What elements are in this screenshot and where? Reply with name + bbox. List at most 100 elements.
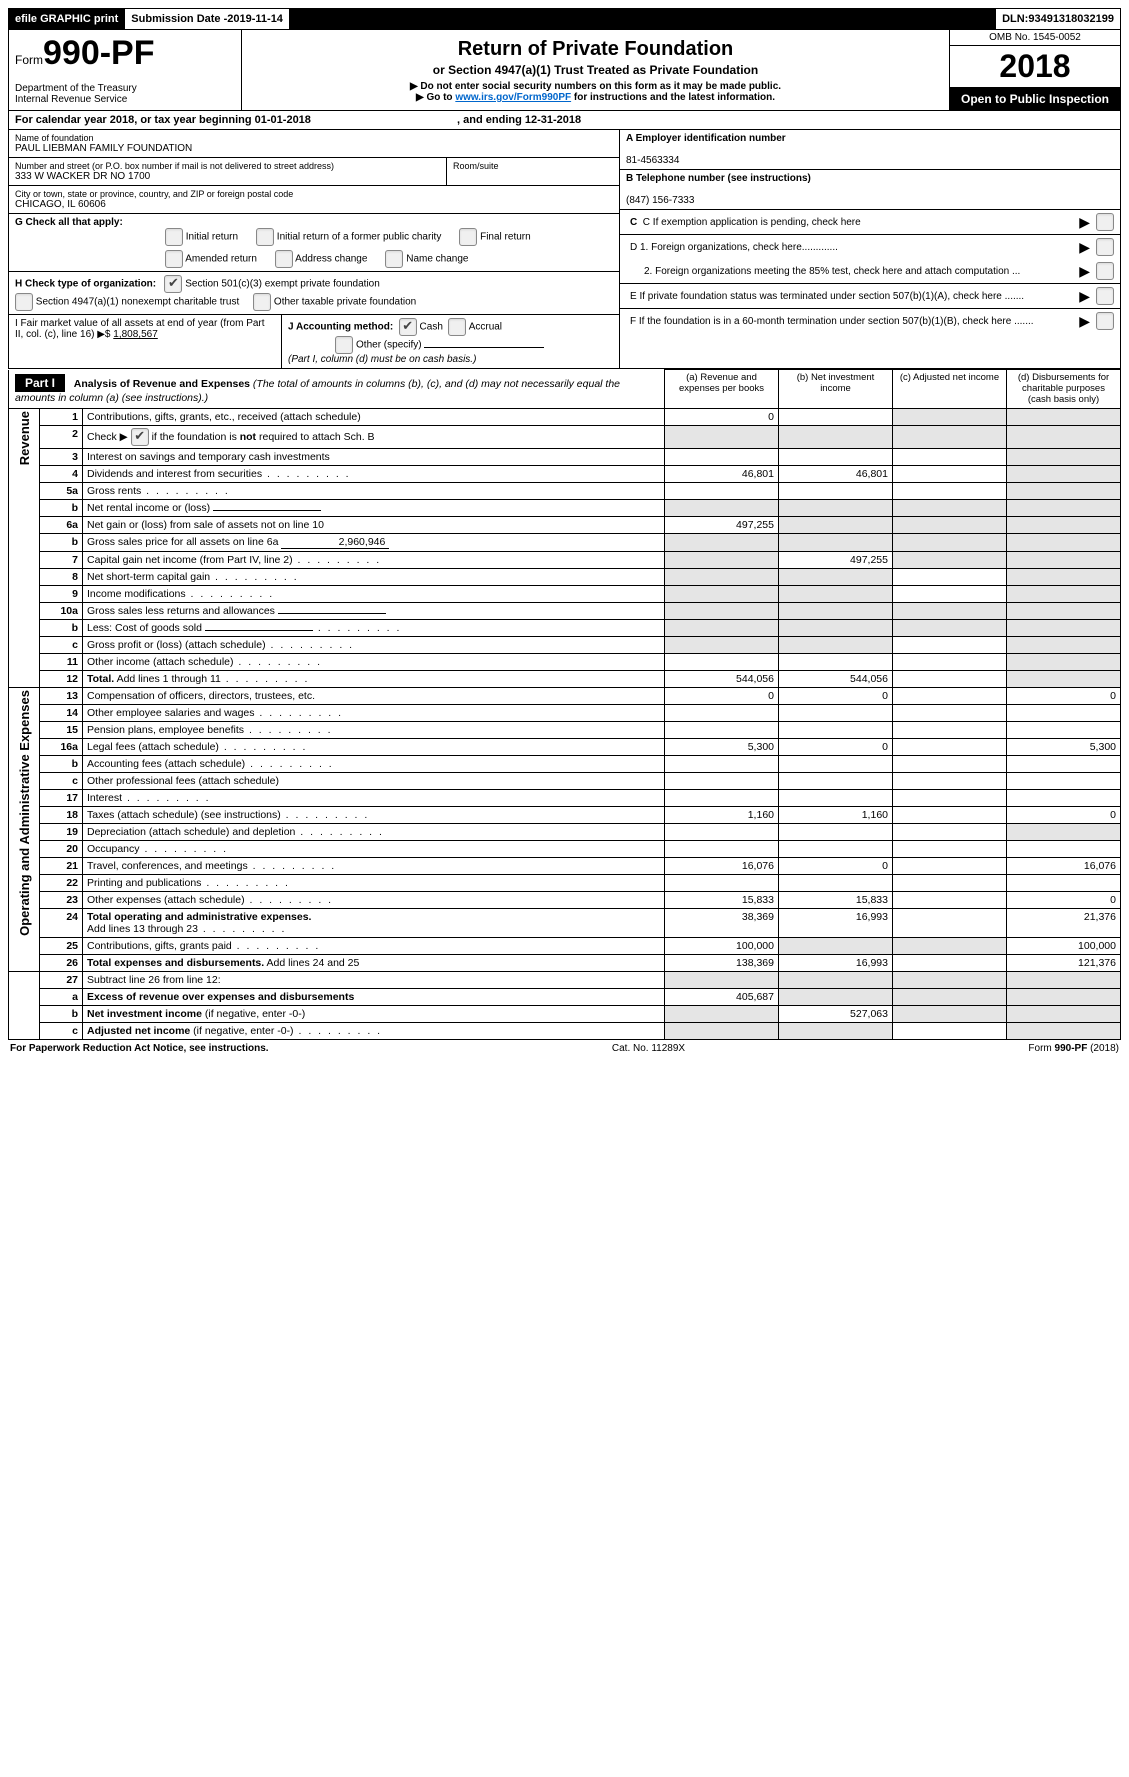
checkbox-other-method[interactable] xyxy=(335,336,353,354)
line-description: Less: Cost of goods sold xyxy=(83,619,665,636)
line-description: Accounting fees (attach schedule) xyxy=(83,755,665,772)
amount-cell xyxy=(893,721,1007,738)
line-number: 10a xyxy=(40,602,83,619)
dln: DLN: 93491318032199 xyxy=(996,9,1120,29)
amount-cell xyxy=(665,619,779,636)
line-description: Other expenses (attach schedule) xyxy=(83,891,665,908)
checkbox-e[interactable] xyxy=(1096,287,1114,305)
instructions-link[interactable]: www.irs.gov/Form990PF xyxy=(455,92,571,103)
checkbox-g-option[interactable] xyxy=(459,228,477,246)
amount-cell xyxy=(1007,988,1121,1005)
line-description: Depreciation (attach schedule) and deple… xyxy=(83,823,665,840)
line-description: Contributions, gifts, grants paid xyxy=(83,937,665,954)
header-right: OMB No. 1545-0052 2018 Open to Public In… xyxy=(949,30,1120,110)
line-description: Net short-term capital gain xyxy=(83,568,665,585)
line-description: Compensation of officers, directors, tru… xyxy=(83,687,665,704)
amount-cell xyxy=(1007,465,1121,482)
amount-cell xyxy=(893,840,1007,857)
line-number: 2 xyxy=(40,425,83,448)
amount-cell xyxy=(665,533,779,551)
foundation-name: PAUL LIEBMAN FAMILY FOUNDATION xyxy=(15,143,613,154)
amount-cell xyxy=(779,721,893,738)
table-row: cOther professional fees (attach schedul… xyxy=(9,772,1121,789)
table-row: 2Check ▶ if the foundation is not requir… xyxy=(9,425,1121,448)
info-right: A Employer identification number 81-4563… xyxy=(619,130,1120,368)
amount-cell xyxy=(893,687,1007,704)
table-row: cAdjusted net income (if negative, enter… xyxy=(9,1022,1121,1039)
line-description: Check ▶ if the foundation is not require… xyxy=(83,425,665,448)
checkbox-g-option[interactable] xyxy=(165,228,183,246)
checkbox-g-option[interactable] xyxy=(275,250,293,268)
amount-cell xyxy=(1007,602,1121,619)
amount-cell: 497,255 xyxy=(779,551,893,568)
amount-cell xyxy=(1007,516,1121,533)
amount-cell xyxy=(1007,448,1121,465)
section-f: F If the foundation is in a 60-month ter… xyxy=(620,309,1120,333)
line-number: 7 xyxy=(40,551,83,568)
efile-label: efile GRAPHIC print xyxy=(9,9,125,29)
checkbox-g-option[interactable] xyxy=(256,228,274,246)
amount-cell xyxy=(893,704,1007,721)
amount-cell: 527,063 xyxy=(779,1005,893,1022)
checkbox-c[interactable] xyxy=(1096,213,1114,231)
amount-cell xyxy=(893,823,1007,840)
amount-cell xyxy=(779,971,893,988)
amount-cell xyxy=(893,499,1007,516)
checkbox-4947a1[interactable] xyxy=(15,293,33,311)
omb-number: OMB No. 1545-0052 xyxy=(950,30,1120,46)
checkbox-g-option[interactable] xyxy=(385,250,403,268)
line-number: 19 xyxy=(40,823,83,840)
line-number: 13 xyxy=(40,687,83,704)
amount-cell xyxy=(665,499,779,516)
table-row: 3Interest on savings and temporary cash … xyxy=(9,448,1121,465)
amount-cell xyxy=(1007,704,1121,721)
street-address: 333 W WACKER DR NO 1700 xyxy=(15,171,440,182)
checkbox-g-option[interactable] xyxy=(165,250,183,268)
info-block: Name of foundation PAUL LIEBMAN FAMILY F… xyxy=(8,130,1121,369)
checkbox-other-taxable[interactable] xyxy=(253,293,271,311)
table-row: 26Total expenses and disbursements. Add … xyxy=(9,954,1121,971)
line-description: Total expenses and disbursements. Add li… xyxy=(83,954,665,971)
checkbox-d1[interactable] xyxy=(1096,238,1114,256)
amount-cell xyxy=(893,806,1007,823)
amount-cell: 100,000 xyxy=(1007,937,1121,954)
side-label: Operating and Administrative Expenses xyxy=(9,687,40,971)
checkbox-cash[interactable] xyxy=(399,318,417,336)
checkbox-f[interactable] xyxy=(1096,312,1114,330)
checkbox-accrual[interactable] xyxy=(448,318,466,336)
table-row: Revenue1Contributions, gifts, grants, et… xyxy=(9,408,1121,425)
amount-cell: 16,993 xyxy=(779,908,893,937)
ein: 81-4563334 xyxy=(626,155,679,166)
amount-cell xyxy=(665,840,779,857)
amount-cell xyxy=(665,823,779,840)
line-description: Capital gain net income (from Part IV, l… xyxy=(83,551,665,568)
amount-cell xyxy=(1007,670,1121,687)
amount-cell xyxy=(893,568,1007,585)
col-b-header: (b) Net investment income xyxy=(779,370,893,409)
section-d2: 2. Foreign organizations meeting the 85%… xyxy=(620,259,1120,284)
amount-cell xyxy=(779,789,893,806)
amount-cell xyxy=(893,653,1007,670)
checkbox-sch-b[interactable] xyxy=(131,428,149,446)
checkbox-d2[interactable] xyxy=(1096,262,1114,280)
form-number: 990-PF xyxy=(43,34,155,72)
section-e: E If private foundation status was termi… xyxy=(620,284,1120,309)
checkbox-501c3[interactable] xyxy=(164,275,182,293)
col-d-header: (d) Disbursements for charitable purpose… xyxy=(1007,370,1121,409)
amount-cell xyxy=(665,425,779,448)
amount-cell xyxy=(893,585,1007,602)
line-number: 26 xyxy=(40,954,83,971)
amount-cell xyxy=(893,636,1007,653)
line-number: 1 xyxy=(40,408,83,425)
amount-cell xyxy=(779,937,893,954)
amount-cell xyxy=(779,533,893,551)
amount-cell: 15,833 xyxy=(779,891,893,908)
amount-cell: 0 xyxy=(779,857,893,874)
table-row: 16aLegal fees (attach schedule)5,30005,3… xyxy=(9,738,1121,755)
amount-cell: 46,801 xyxy=(665,465,779,482)
amount-cell xyxy=(665,772,779,789)
table-row: 10aGross sales less returns and allowanc… xyxy=(9,602,1121,619)
table-row: 21Travel, conferences, and meetings16,07… xyxy=(9,857,1121,874)
table-row: 25Contributions, gifts, grants paid100,0… xyxy=(9,937,1121,954)
line-number: c xyxy=(40,772,83,789)
